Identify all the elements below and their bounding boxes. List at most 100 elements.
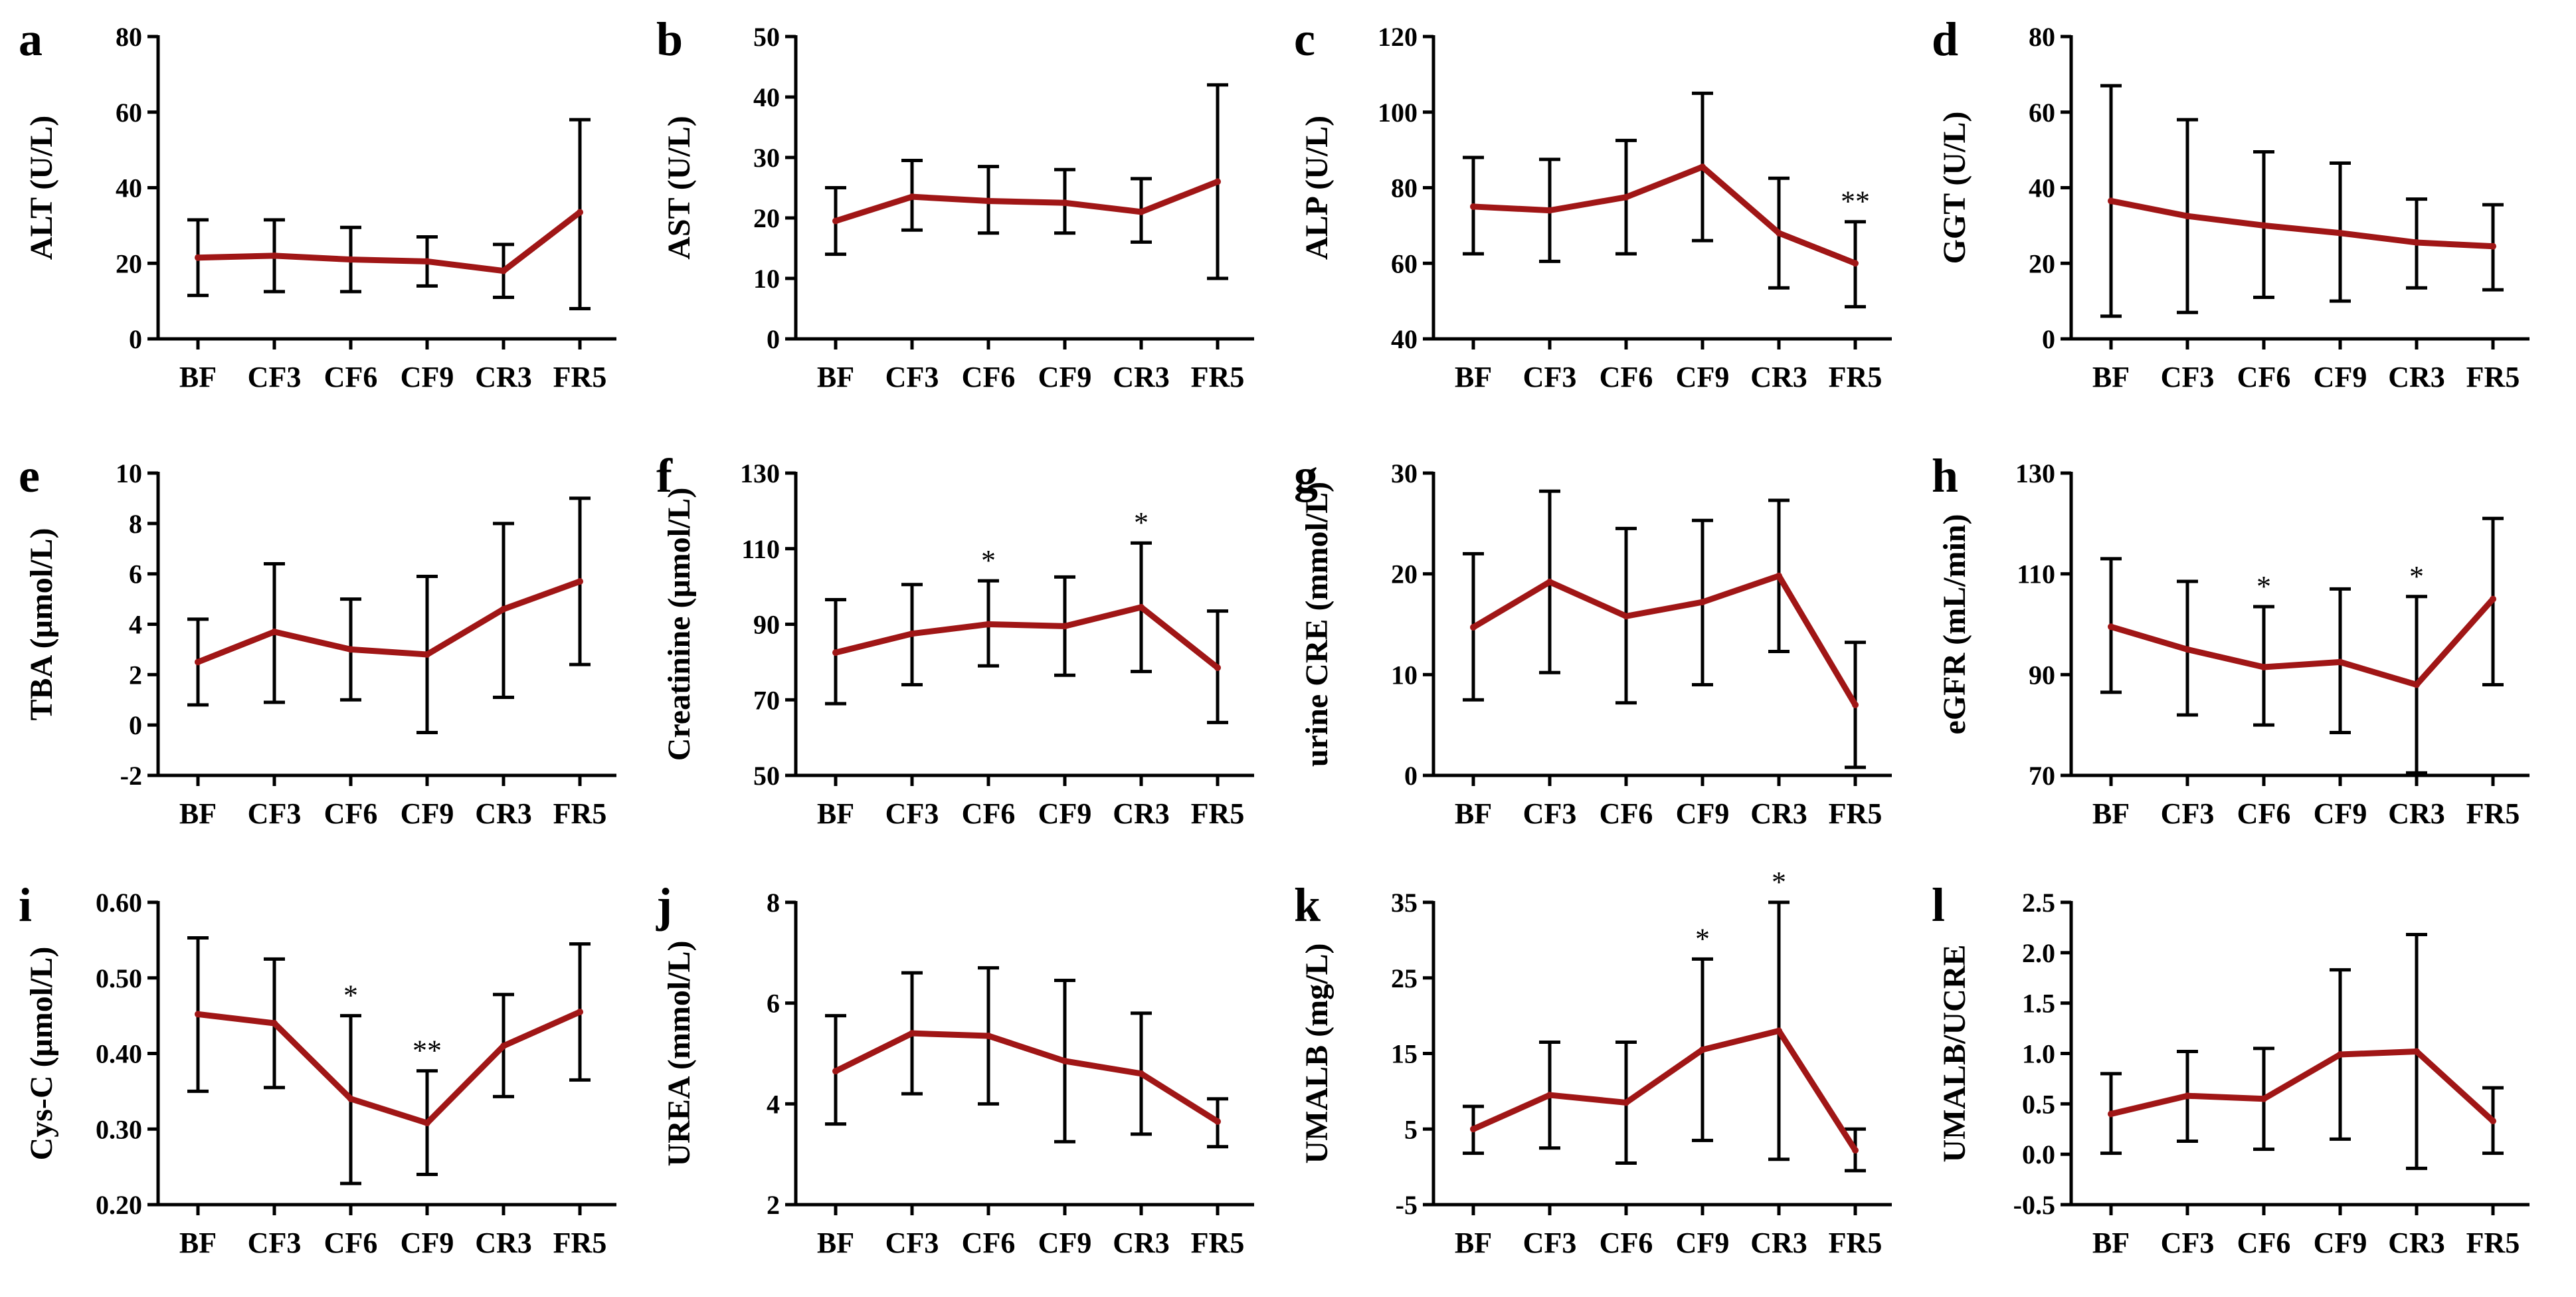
panel-letter: d: [1932, 13, 1958, 66]
x-tick-label: CF6: [2237, 361, 2291, 393]
y-tick-label: 40: [116, 173, 142, 203]
panel-k: k UMALB (mg/L) -5 5 15 25 35 BF CF3 CF6 CF9 CR3 FR5 *…: [1294, 866, 1892, 1259]
y-tick-label: 0: [1404, 761, 1418, 791]
y-tick-label: 90: [2029, 660, 2055, 690]
significance-marker: *: [2409, 560, 2424, 593]
x-tick-label: BF: [817, 1227, 854, 1259]
series-line: [2108, 197, 2496, 250]
data-point: [1546, 1092, 1553, 1099]
y-tick-label: 70: [2029, 761, 2055, 791]
x-tick-label: CF3: [248, 797, 302, 830]
data-point: [832, 217, 839, 225]
y-tick-label: 8: [129, 509, 142, 539]
data-point: [2337, 229, 2344, 237]
data-point: [1061, 1057, 1068, 1064]
data-point: [2260, 663, 2267, 670]
data-point: [2490, 1118, 2496, 1125]
data-point: [985, 621, 992, 628]
y-tick-label: 0.0: [2022, 1140, 2055, 1169]
x-tick-label: CF3: [885, 1227, 939, 1259]
data-point: [195, 658, 201, 666]
x-tick-label: CR3: [1113, 1227, 1170, 1259]
x-tick-label: CF3: [885, 361, 939, 393]
y-tick-label: 0.20: [96, 1190, 142, 1220]
y-axis-label: GGT (U/L): [1937, 112, 1972, 264]
y-tick-label: 5: [1404, 1114, 1418, 1144]
y-tick-label: 60: [1391, 249, 1418, 278]
x-tick-label: CF6: [962, 361, 1016, 393]
x-tick-label: FR5: [553, 361, 607, 393]
data-point: [1852, 701, 1859, 708]
panel-e: e TBA (μmol/L) -2 0 2 4 6 8 10 BF CF3 CF6 CF9 CR3 FR5: [19, 449, 616, 830]
y-tick-label: 6: [767, 989, 780, 1019]
y-tick-label: 4: [767, 1089, 780, 1119]
data-point: [909, 630, 915, 637]
data-point: [424, 651, 430, 658]
y-tick-label: 25: [1391, 963, 1418, 993]
y-tick-label: 10: [753, 264, 780, 294]
y-tick-label: 8: [767, 888, 780, 918]
x-tick-label: CR3: [475, 797, 532, 830]
data-point: [500, 605, 507, 613]
x-tick-label: BF: [2092, 361, 2130, 393]
x-tick-label: FR5: [1829, 797, 1883, 830]
series-line: [832, 604, 1221, 671]
data-point: [2108, 197, 2114, 205]
x-tick-label: BF: [817, 797, 854, 830]
data-point: [1470, 1126, 1477, 1133]
data-point: [1699, 1046, 1706, 1053]
x-tick-label: CF6: [962, 797, 1016, 830]
x-tick-label: CF6: [1600, 797, 1653, 830]
panel-l: l UMALB/UCRE -0.5 0.0 0.5 1.0 1.5 2.0 2.5 BF CF3 CF…: [1932, 878, 2530, 1259]
data-point: [195, 1011, 201, 1018]
data-point: [347, 1095, 354, 1102]
y-axis-label: TBA (μmol/L): [24, 528, 59, 721]
data-point: [1138, 1070, 1145, 1077]
panel-letter: i: [19, 878, 32, 932]
y-tick-label: -5: [1396, 1190, 1418, 1220]
x-tick-label: CR3: [1750, 1227, 1807, 1259]
data-point: [1470, 203, 1477, 210]
data-point: [500, 267, 507, 274]
data-point: [985, 1032, 992, 1039]
panel-d: d GGT (U/L) 0 20 40 60 80 BF CF3 CF6 CF9 CR3 FR5: [1932, 13, 2530, 393]
x-tick-label: CF6: [324, 361, 378, 393]
data-point: [1214, 178, 1221, 185]
data-point: [577, 1008, 583, 1015]
y-tick-label: 2: [129, 660, 142, 690]
y-tick-label: 2.5: [2022, 888, 2055, 918]
x-tick-label: FR5: [2466, 797, 2520, 830]
y-tick-label: 0: [2042, 324, 2055, 354]
series-line: [1470, 163, 1859, 266]
x-tick-label: CF3: [2161, 1227, 2215, 1259]
data-point: [1061, 199, 1068, 207]
y-tick-label: 40: [1391, 324, 1418, 354]
x-tick-label: CR3: [1113, 797, 1170, 830]
y-tick-label: 1.0: [2022, 1039, 2055, 1069]
series-line: [832, 178, 1221, 225]
data-point: [271, 252, 278, 259]
data-point: [1776, 229, 1782, 237]
data-point: [2108, 623, 2114, 631]
y-tick-label: 20: [116, 249, 142, 278]
x-tick-label: CR3: [2388, 797, 2445, 830]
significance-marker: *: [1772, 866, 1786, 898]
y-tick-label: 0: [129, 710, 142, 740]
y-tick-label: 100: [1378, 98, 1418, 128]
data-point: [2490, 243, 2496, 250]
y-tick-label: 40: [753, 82, 780, 112]
significance-marker: *: [1134, 506, 1149, 539]
x-tick-label: BF: [179, 797, 217, 830]
data-point: [2413, 1048, 2420, 1055]
panel-letter: k: [1294, 878, 1321, 932]
significance-marker: *: [343, 979, 358, 1012]
y-axis-label: eGFR (mL/min): [1937, 514, 1972, 735]
y-tick-label: 10: [1391, 660, 1418, 690]
x-tick-label: CR3: [1750, 797, 1807, 830]
data-point: [2260, 222, 2267, 229]
y-tick-label: 130: [2015, 458, 2055, 488]
x-tick-label: CF3: [885, 797, 939, 830]
significance-marker: *: [1695, 922, 1710, 955]
data-point: [1699, 163, 1706, 171]
